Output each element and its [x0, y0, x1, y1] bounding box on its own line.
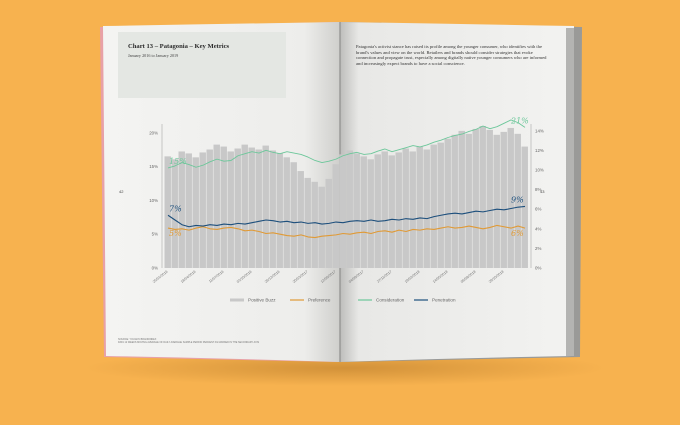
positive-buzz-bar: [437, 142, 444, 268]
chart-lines: [167, 119, 526, 239]
right-y-axis: 0% 2% 4% 6% 8% 10% 12% 14%: [530, 124, 544, 271]
annotation-label: 7%: [169, 204, 182, 213]
annotation-label: 21%: [510, 116, 529, 125]
series-line-preference: [167, 224, 526, 239]
legend-label: Preference: [308, 298, 331, 303]
chart-annotations: 15% 21% 7% 9% 5% 6%: [169, 116, 529, 238]
right-axis-tick-label: 2%: [535, 246, 541, 251]
positive-buzz-bar: [255, 149, 262, 268]
positive-buzz-bar: [514, 133, 521, 268]
positive-buzz-bar: [213, 144, 220, 268]
legend-swatch: [230, 298, 244, 302]
positive-buzz-bar: [192, 157, 199, 268]
positive-buzz-bar: [388, 155, 395, 268]
series-line-consideration: [167, 119, 526, 169]
positive-buzz-bar: [290, 162, 297, 268]
positive-buzz-bar: [395, 152, 402, 268]
positive-buzz-bar: [381, 151, 388, 268]
positive-buzz-bar: [451, 134, 458, 268]
right-axis-tick-label: 0%: [535, 266, 541, 271]
body-paragraph: Patagonia's activist stance has raised i…: [356, 44, 547, 66]
positive-buzz-bar: [423, 149, 430, 268]
annotation-label: 15%: [169, 157, 187, 166]
positive-buzz-bar: [199, 152, 206, 268]
right-axis-tick-label: 10%: [535, 168, 544, 173]
positive-buzz-bar: [220, 146, 227, 268]
series-line-penetration: [167, 205, 526, 228]
chart-footnote: SOURCE: YOUGOV BRANDINDEX DATA 12 WEEKS …: [118, 338, 328, 344]
positive-buzz-bar: [164, 156, 171, 268]
chart-legend: Positive Buzz Preference Consideration Pene…: [230, 298, 456, 303]
positive-buzz-bar: [332, 164, 339, 268]
positive-buzz-bar: [409, 151, 416, 268]
left-axis-tick-label: 10%: [149, 198, 158, 203]
right-axis-tick-label: 14%: [535, 128, 544, 133]
chart-subtitle: January 2016 to January 2019: [128, 53, 179, 58]
positive-buzz-bar: [486, 129, 493, 268]
positive-buzz-bar: [269, 150, 276, 268]
positive-buzz-bar: [444, 138, 451, 268]
annotation-label: 5%: [169, 229, 182, 238]
left-axis-tick-label: 15%: [149, 164, 158, 169]
positive-buzz-bar: [227, 151, 234, 268]
positive-buzz-bars: [164, 126, 528, 269]
positive-buzz-bar: [493, 134, 500, 268]
positive-buzz-bar: [360, 156, 367, 268]
positive-buzz-bar: [500, 131, 507, 268]
title-box: [118, 32, 286, 98]
positive-buzz-bar: [318, 186, 325, 268]
positive-buzz-bar: [346, 150, 353, 268]
positive-buzz-bar: [262, 145, 269, 268]
positive-buzz-bar: [479, 126, 486, 268]
positive-buzz-bar: [339, 154, 346, 268]
page-number-left: 42: [119, 189, 124, 194]
left-y-axis: 0% 5% 10% 15% 20%: [149, 124, 163, 271]
positive-buzz-bar: [241, 144, 248, 268]
right-axis-tick-label: 4%: [535, 226, 541, 231]
page-number-right: 43: [540, 189, 545, 194]
positive-buzz-bar: [353, 153, 360, 268]
chart-title: Chart 13 – Patagonia – Key Metrics: [128, 43, 230, 50]
left-axis-tick-label: 0%: [152, 266, 158, 271]
positive-buzz-bar: [367, 159, 374, 268]
positive-buzz-bar: [374, 154, 381, 268]
positive-buzz-bar: [178, 151, 185, 268]
left-axis-tick-label: 20%: [149, 130, 158, 135]
positive-buzz-bar: [430, 144, 437, 268]
legend-label: Penetration: [432, 298, 456, 303]
positive-buzz-bar: [276, 153, 283, 268]
annotation-label: 9%: [511, 196, 524, 205]
right-axis-tick-label: 8%: [535, 187, 541, 192]
positive-buzz-bar: [521, 146, 528, 268]
right-axis-tick-label: 12%: [535, 148, 544, 153]
positive-buzz-bar: [472, 128, 479, 268]
positive-buzz-bar: [458, 130, 465, 268]
positive-buzz-bar: [248, 147, 255, 268]
positive-buzz-bar: [402, 148, 409, 268]
page-edge-stack: [566, 28, 574, 356]
footnote-note: DATA 12 WEEKS MOVING AVERAGE OF DAILY AV…: [118, 341, 260, 345]
legend-label: Positive Buzz: [248, 298, 276, 303]
legend-label: Consideration: [376, 298, 405, 303]
annotation-label: 6%: [511, 229, 524, 238]
right-axis-tick-label: 6%: [535, 207, 541, 212]
positive-buzz-bar: [465, 133, 472, 268]
positive-buzz-bar: [185, 153, 192, 268]
positive-buzz-bar: [283, 157, 290, 268]
positive-buzz-bar: [297, 171, 304, 268]
positive-buzz-bar: [206, 149, 213, 268]
positive-buzz-bar: [507, 127, 514, 269]
positive-buzz-bar: [311, 181, 318, 268]
positive-buzz-bar: [171, 159, 178, 268]
positive-buzz-bar: [234, 148, 241, 268]
left-axis-tick-label: 5%: [152, 232, 158, 237]
positive-buzz-bar: [416, 146, 423, 268]
footnote-source: SOURCE: YOUGOV BRANDINDEX: [118, 338, 157, 341]
